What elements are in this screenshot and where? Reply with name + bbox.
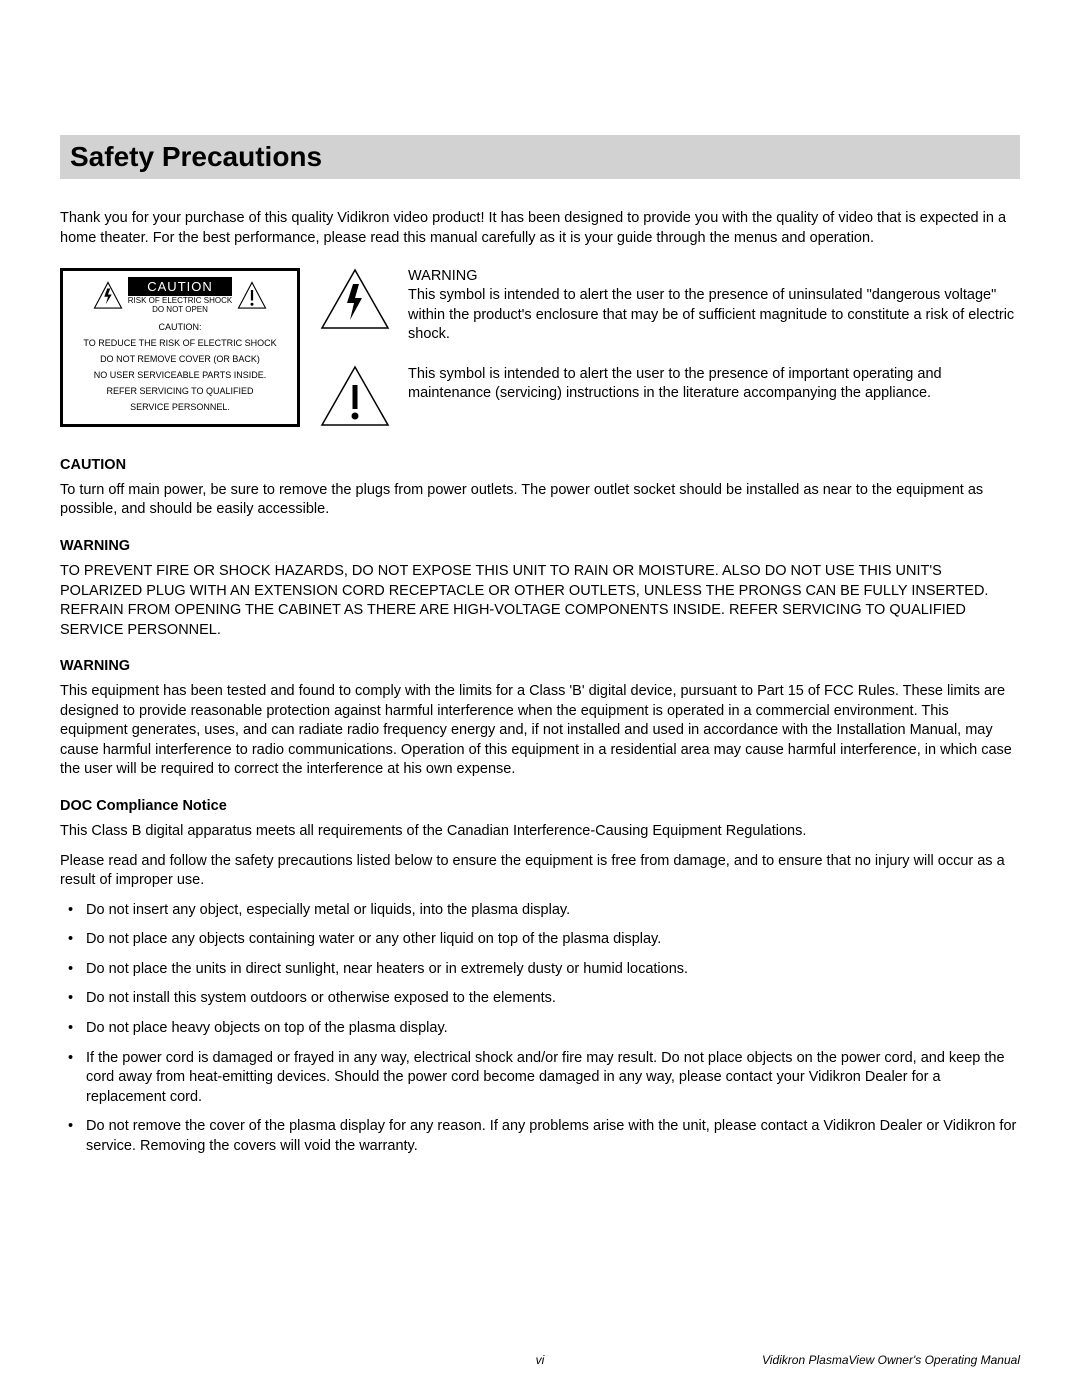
title-bar: Safety Precautions: [60, 135, 1020, 179]
doc-heading: DOC Compliance Notice: [60, 798, 1020, 814]
list-item: Do not place heavy objects on top of the…: [68, 1019, 1020, 1039]
warning1-text: TO PREVENT FIRE OR SHOCK HAZARDS, DO NOT…: [60, 562, 1020, 640]
doc-text: This Class B digital apparatus meets all…: [60, 822, 1020, 842]
caution-badge: CAUTION: [128, 277, 232, 296]
caution-badge-wrap: CAUTION RISK OF ELECTRIC SHOCK DO NOT OP…: [128, 277, 232, 314]
caution-heading: CAUTION: [60, 457, 1020, 473]
footer-title: Vidikron PlasmaView Owner's Operating Ma…: [700, 1353, 1020, 1367]
bullet-list: Do not insert any object, especially met…: [60, 901, 1020, 1157]
footer: vi Vidikron PlasmaView Owner's Operating…: [60, 1353, 1020, 1367]
caution-line5: SERVICE PERSONNEL.: [71, 401, 289, 413]
symbol-row-lightning: WARNING This symbol is intended to alert…: [320, 268, 1020, 345]
symbol2-text: This symbol is intended to alert the use…: [408, 365, 1020, 404]
warning1-heading: WARNING: [60, 538, 1020, 554]
warning2-heading: WARNING: [60, 658, 1020, 674]
symbol1-text-wrap: WARNING This symbol is intended to alert…: [408, 268, 1020, 345]
symbol-section: CAUTION RISK OF ELECTRIC SHOCK DO NOT OP…: [60, 268, 1020, 427]
list-item: Do not remove the cover of the plasma di…: [68, 1117, 1020, 1156]
caution-label: CAUTION:: [71, 321, 289, 333]
caution-inner-row: CAUTION RISK OF ELECTRIC SHOCK DO NOT OP…: [71, 277, 289, 314]
footer-page: vi: [380, 1353, 700, 1367]
caution-line3: NO USER SERVICEABLE PARTS INSIDE.: [71, 369, 289, 381]
caution-box: CAUTION RISK OF ELECTRIC SHOCK DO NOT OP…: [60, 268, 300, 427]
caution-risk2: DO NOT OPEN: [128, 305, 232, 314]
exclamation-icon: [237, 281, 267, 311]
caution-line1: TO REDUCE THE RISK OF ELECTRIC SHOCK: [71, 337, 289, 349]
symbol1-heading: WARNING: [408, 268, 1020, 284]
footer-spacer: [60, 1353, 380, 1367]
symbol1-text: This symbol is intended to alert the use…: [408, 286, 1020, 345]
lightning-triangle-icon: [320, 268, 390, 330]
list-item: Do not place any objects containing wate…: [68, 930, 1020, 950]
page-title: Safety Precautions: [70, 141, 1010, 173]
precautions-intro: Please read and follow the safety precau…: [60, 852, 1020, 891]
list-item: Do not place the units in direct sunligh…: [68, 960, 1020, 980]
caution-line2: DO NOT REMOVE COVER (OR BACK): [71, 353, 289, 365]
symbol-row-exclaim: This symbol is intended to alert the use…: [320, 365, 1020, 427]
warning2-text: This equipment has been tested and found…: [60, 682, 1020, 780]
list-item: Do not insert any object, especially met…: [68, 901, 1020, 921]
caution-risk1: RISK OF ELECTRIC SHOCK: [128, 296, 232, 305]
caution-line4: REFER SERVICING TO QUALIFIED: [71, 385, 289, 397]
list-item: If the power cord is damaged or frayed i…: [68, 1049, 1020, 1108]
caution-text: To turn off main power, be sure to remov…: [60, 481, 1020, 520]
symbol-rows: WARNING This symbol is intended to alert…: [320, 268, 1020, 427]
intro-paragraph: Thank you for your purchase of this qual…: [60, 209, 1020, 248]
list-item: Do not install this system outdoors or o…: [68, 989, 1020, 1009]
lightning-icon: [93, 281, 123, 311]
exclamation-triangle-icon: [320, 365, 390, 427]
